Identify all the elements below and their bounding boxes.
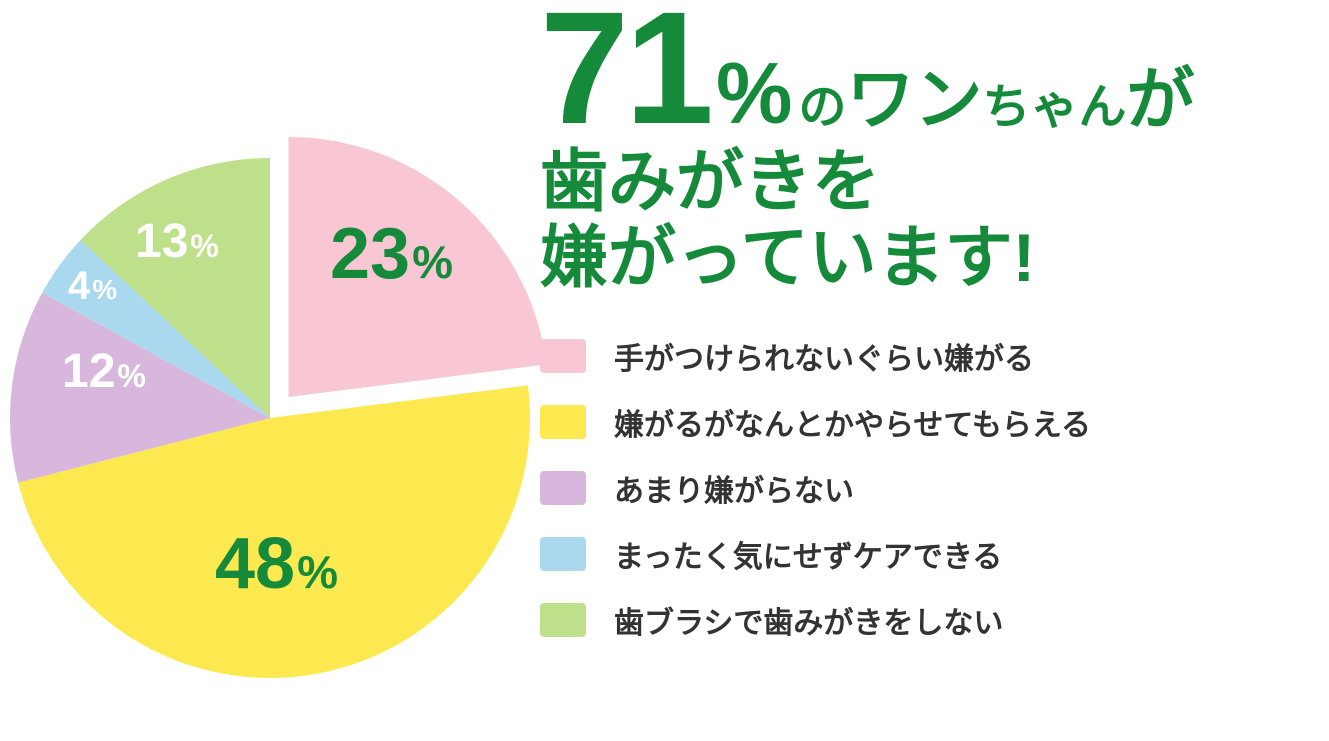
headline-seg-ga: が [1126,65,1194,136]
legend-label: 嫌がるがなんとかやらせてもらえる [614,400,1091,444]
legend: 手がつけられないぐらい嫌がる嫌がるがなんとかやらせてもらえるあまり嫌がらないまっ… [540,334,1329,642]
legend-label: 手がつけられないぐらい嫌がる [614,334,1034,378]
headline-seg-wan: ワン [846,65,982,136]
infographic-container: 23%48%12%4%13% 71 % の ワン ちゃん が 歯みがきを 嫌がっ… [0,0,1329,741]
pie-slice-label: 48% [215,528,338,600]
legend-item: 手がつけられないぐらい嫌がる [540,334,1329,378]
legend-swatch [540,405,586,439]
pie-slice-value: 4 [68,266,90,306]
pie-slice-value: 13 [135,218,188,266]
pie-slice-label: 13% [135,218,219,266]
headline: 71 % の ワン ちゃん が 歯みがきを 嫌がっています! [540,0,1329,294]
legend-label: 歯ブラシで歯みがきをしない [614,598,1003,642]
legend-item: 歯ブラシで歯みがきをしない [540,598,1329,642]
headline-seg-no: の [798,83,846,133]
legend-label: あまり嫌がらない [614,466,854,510]
pie-slice-label: 12% [62,348,146,396]
pie-slice-value: 23 [330,218,410,290]
headline-big-number: 71 [540,0,710,136]
headline-line3: 嫌がっています! [540,223,1329,294]
pie-svg [0,128,560,728]
pie-slice-percent-sign: % [412,239,453,285]
legend-swatch [540,471,586,505]
pie-slice-percent-sign: % [117,360,145,392]
pie-chart: 23%48%12%4%13% [0,128,560,733]
pie-slice-label: 4% [68,266,117,306]
legend-item: まったく気にせずケアできる [540,532,1329,576]
legend-swatch [540,537,586,571]
pie-slice-value: 48 [215,528,295,600]
legend-item: 嫌がるがなんとかやらせてもらえる [540,400,1329,444]
legend-label: まったく気にせずケアできる [614,532,1002,576]
pie-slice-percent-sign: % [297,549,338,595]
pie-slice-value: 12 [62,348,115,396]
pie-slice-percent-sign: % [92,276,117,304]
pie-slice-percent-sign: % [190,230,218,262]
pie-chart-area: 23%48%12%4%13% [0,0,540,741]
legend-swatch [540,603,586,637]
headline-seg-chan: ちゃん [982,83,1126,133]
legend-swatch [540,339,586,373]
headline-percent-sign: % [716,49,792,139]
headline-line2: 歯みがきを [540,147,1329,218]
text-area: 71 % の ワン ちゃん が 歯みがきを 嫌がっています! 手がつけられないぐ… [540,0,1329,741]
pie-slice-label: 23% [330,218,453,290]
legend-item: あまり嫌がらない [540,466,1329,510]
